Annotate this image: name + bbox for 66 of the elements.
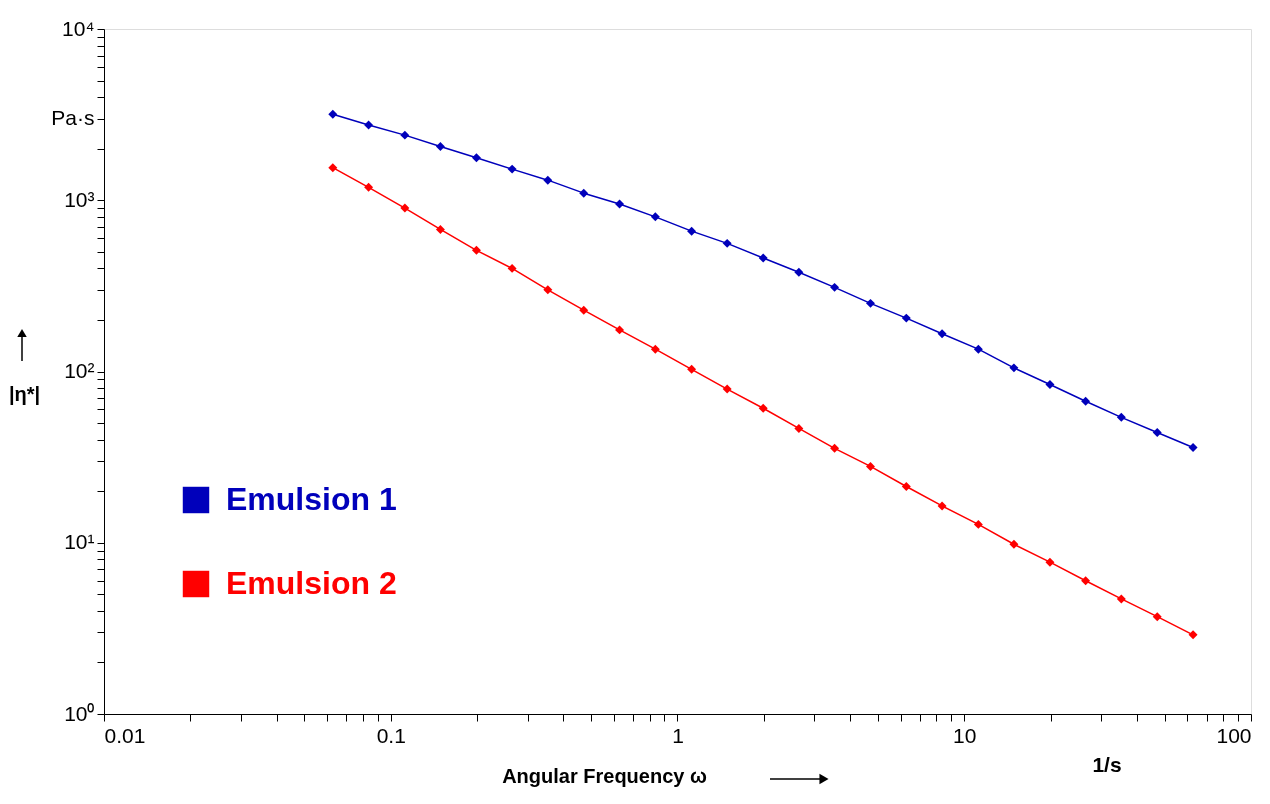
point	[758, 253, 768, 263]
point	[364, 120, 374, 130]
point	[507, 164, 517, 174]
point	[758, 403, 768, 413]
point	[1188, 443, 1198, 452]
point	[687, 226, 697, 236]
point	[328, 163, 338, 173]
point	[400, 130, 410, 140]
point	[1045, 380, 1055, 389]
point	[937, 329, 947, 339]
point	[364, 182, 374, 192]
point	[866, 461, 875, 471]
point	[650, 344, 660, 354]
point	[937, 501, 947, 511]
y-tick-label: Pa·s	[51, 106, 95, 130]
point	[650, 212, 660, 222]
point	[687, 364, 697, 374]
point	[1045, 557, 1055, 567]
point	[901, 482, 911, 491]
point	[1152, 612, 1162, 622]
point	[1081, 576, 1091, 586]
point	[471, 245, 481, 255]
point	[794, 267, 804, 277]
x-tick-label: 0.01	[104, 723, 146, 747]
y-tick-label: 10¹	[64, 530, 95, 554]
point	[973, 344, 983, 354]
point	[1009, 363, 1019, 373]
point	[794, 423, 804, 433]
point	[1188, 630, 1198, 640]
point	[1152, 428, 1162, 438]
point	[901, 313, 911, 323]
y-tick-label: 10²	[64, 359, 95, 382]
x-tick-label: 0.1	[376, 723, 406, 747]
point	[1081, 396, 1091, 406]
point	[1009, 539, 1019, 549]
point	[615, 199, 625, 209]
y-tick-label: 10⁴	[62, 16, 95, 40]
legend-label: Emulsion 1	[226, 481, 397, 517]
point	[722, 238, 732, 248]
y-axis-title: |η*|	[8, 382, 41, 405]
point	[830, 282, 840, 292]
point	[866, 298, 875, 308]
y-tick-label: 10³	[64, 187, 95, 211]
point	[507, 263, 517, 273]
point	[471, 153, 481, 163]
x-tick-label: 1	[672, 723, 684, 747]
point	[435, 142, 445, 151]
x-tick-label: 100	[1216, 723, 1252, 747]
point	[328, 109, 338, 119]
point	[543, 175, 553, 185]
x-tick-label: 10	[953, 723, 977, 747]
point	[435, 225, 445, 234]
point	[973, 519, 983, 529]
x-axis-title: Angular Frequency ω	[502, 764, 707, 787]
point	[1116, 412, 1126, 422]
legend-label: Emulsion 2	[226, 565, 397, 601]
point	[722, 384, 732, 394]
text: 1/s	[1092, 753, 1122, 776]
point	[615, 325, 625, 335]
point	[543, 285, 553, 295]
y-tick-label: 10⁰	[64, 701, 95, 725]
point	[830, 443, 840, 453]
point	[1116, 594, 1126, 604]
point	[400, 203, 410, 213]
point	[579, 305, 589, 315]
point	[579, 188, 589, 198]
